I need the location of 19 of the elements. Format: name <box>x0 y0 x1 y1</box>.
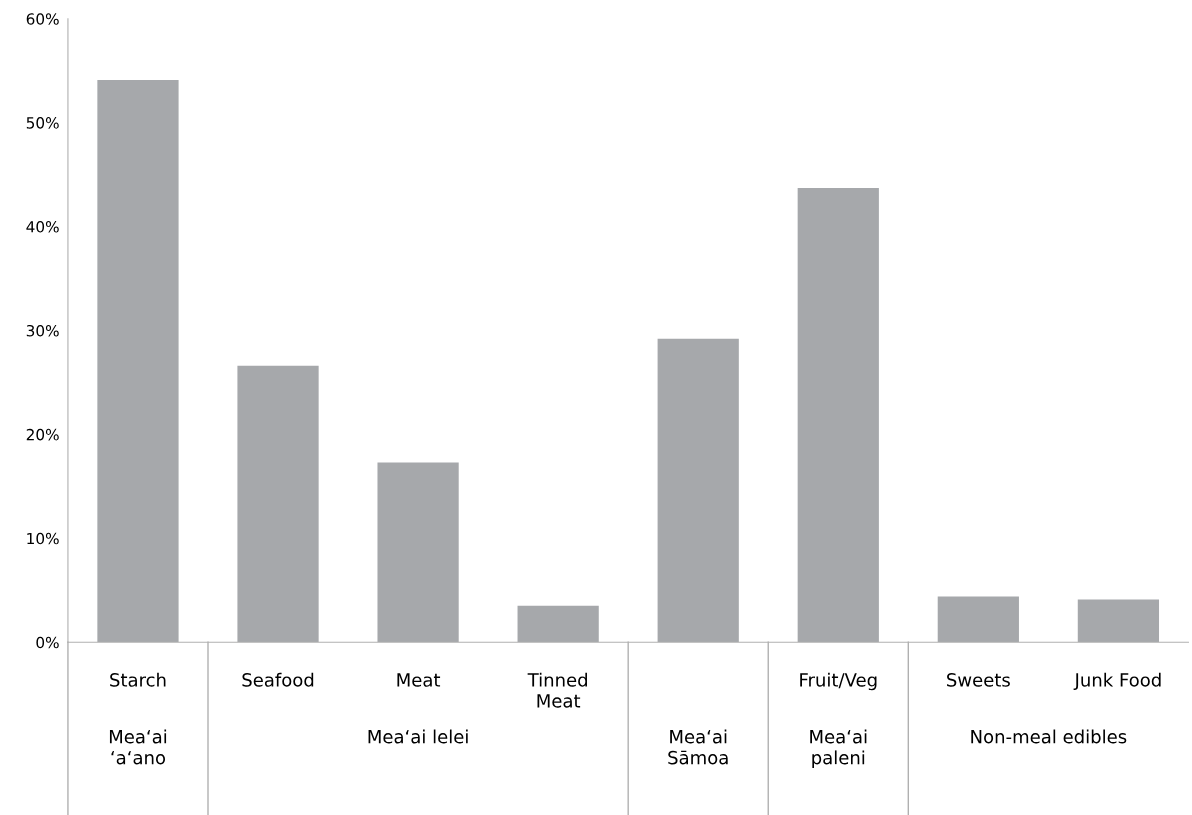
x-tick-label: Fruit/Veg <box>800 672 877 691</box>
y-tick-label: 0% <box>36 636 59 649</box>
y-tick-label: 60% <box>26 13 59 25</box>
x-tick-label: Tinned Meat <box>527 672 587 708</box>
y-tick-label: 10% <box>27 532 59 545</box>
text: Mea‘ai lelei <box>368 729 468 744</box>
y-tick-label: 30% <box>26 324 59 337</box>
x-tick-label: Starch <box>110 672 166 687</box>
x-tick-label: Meat <box>397 673 441 687</box>
y-tick-label: 50% <box>26 117 59 129</box>
x-tick-label: Seafood <box>242 672 314 687</box>
y-tick-label: 20% <box>26 428 59 441</box>
text: Non-meal edibles <box>971 729 1127 744</box>
y-tick-label: 40% <box>26 221 59 233</box>
x-tick-label: Junk Food <box>1073 672 1161 691</box>
text: Mea‘ai ‘a‘ano <box>109 729 167 765</box>
text: Mea‘ai paleni <box>810 729 867 768</box>
x-tick-label: Sweets <box>947 673 1010 687</box>
text: Mea‘ai Sāmoa <box>668 729 728 765</box>
